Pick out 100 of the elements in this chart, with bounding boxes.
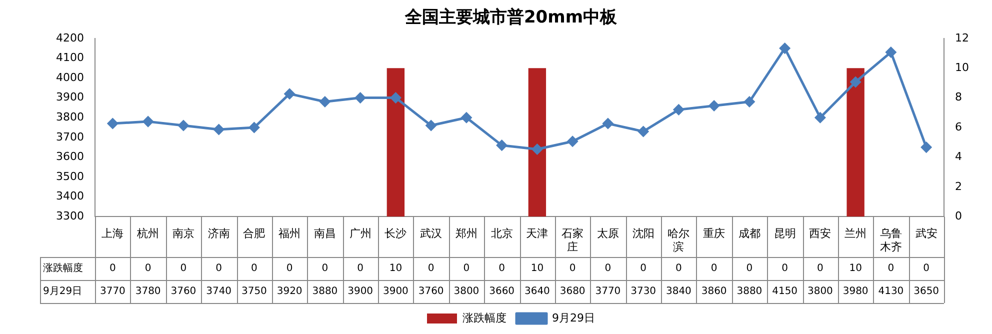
data-label: 0 [604,263,612,274]
x-tick-label: 太原 [596,227,619,240]
data-label: 4130 [878,286,904,298]
x-tick-label: 沈阳 [632,227,654,240]
point [532,144,542,155]
data-label: 0 [676,263,682,274]
text: 9月29日 [43,286,82,298]
data-label: 0 [216,263,222,274]
point [142,116,154,127]
x-tick-label: 石家庄 [562,227,584,254]
point [673,104,684,115]
data-label: 3920 [276,286,302,298]
data-label: 0 [110,263,116,274]
data-label: 0 [746,263,753,274]
x-tick-label: 南昌 [314,227,336,240]
data-label: 3770 [100,286,126,298]
y2-tick-label: 6 [955,120,962,134]
point [320,96,330,108]
data-label: 0 [428,263,434,274]
data-label: 0 [286,263,293,274]
point [214,124,224,135]
data-label: 4150 [772,286,798,298]
y2-tick-label: 0 [955,209,962,222]
x-tick-label: 上海 [102,227,124,240]
data-label: 3770 [595,286,621,298]
point [921,142,932,153]
data-label: 3750 [241,286,267,298]
point [567,136,578,147]
point [638,126,649,137]
y-tick-label: 3900 [56,90,84,104]
point [390,92,401,104]
data-label: 3800 [454,286,480,298]
data-label: 3980 [842,286,868,298]
data-label: 0 [888,263,894,274]
data-label: 0 [498,263,505,274]
point [107,118,118,129]
data-label: 10 [389,263,402,274]
data-label: 0 [710,263,718,274]
data-label: 0 [463,263,470,274]
y-tick-label: 3700 [56,130,84,144]
point [178,120,189,131]
y2-tick-label: 4 [955,150,962,164]
data-label: 3760 [418,286,444,298]
point [461,112,472,123]
point [814,112,826,123]
x-tick-label: 北京 [490,227,513,240]
point [496,140,508,151]
y-tick-label: 4100 [56,51,84,64]
legend-label: 9月29日 [552,311,595,324]
data-label: 3640 [524,286,550,298]
x-tick-label: 乌鲁木齐 [880,227,902,254]
x-tick-label: 合肥 [243,227,266,240]
x-tick-label: 西安 [809,227,832,240]
x-tick-label: 福州 [278,227,301,240]
data-label: 0 [322,263,328,274]
x-tick-label: 昆明 [774,227,796,240]
data-label: 3880 [736,286,762,298]
data-label: 0 [144,263,152,274]
data-label: 3860 [701,286,727,298]
data-label: 0 [180,263,187,274]
legend-label: 涨跌幅度 [462,311,506,324]
data-label: 3880 [312,286,338,298]
data-label: 0 [357,263,364,274]
data-label: 10 [849,263,862,274]
x-tick-label: 武安 [915,227,938,240]
y-tick-label: 3500 [56,170,84,183]
data-label: 3740 [206,286,232,298]
chart-title: 全国主要城市普20mm中板 [404,6,618,28]
point [886,47,896,58]
data-label: 3780 [135,286,161,298]
x-tick-label: 杭州 [136,227,160,240]
y2-tick-label: 10 [955,60,970,74]
point [708,100,720,111]
x-tick-label: 长沙 [384,227,407,240]
x-tick-label: 武汉 [420,227,442,240]
data-label: 0 [817,263,824,274]
point [744,96,755,108]
point [248,122,260,133]
data-label: 0 [251,263,258,274]
y-tick-label: 4200 [56,31,84,44]
data-label: 3650 [914,286,940,298]
data-label: 0 [923,263,930,274]
data-label: 0 [640,263,646,274]
y-tick-label: 3800 [56,110,84,124]
data-label: 3730 [630,286,656,298]
point [602,118,614,129]
x-tick-label: 哈尔滨 [668,227,690,254]
x-tick-label: 郑州 [455,227,478,240]
x-tick-label: 天津 [526,227,548,240]
point [426,120,436,131]
point [780,43,790,54]
data-label: 0 [569,263,576,274]
data-label: 3840 [666,286,692,298]
data-label: 3680 [560,286,586,298]
data-label: 3800 [807,286,833,298]
y2-tick-label: 12 [955,31,970,44]
data-label: 0 [782,263,788,274]
point [850,76,861,88]
data-label: 10 [530,263,544,274]
text: 涨跌幅度 [43,263,83,274]
